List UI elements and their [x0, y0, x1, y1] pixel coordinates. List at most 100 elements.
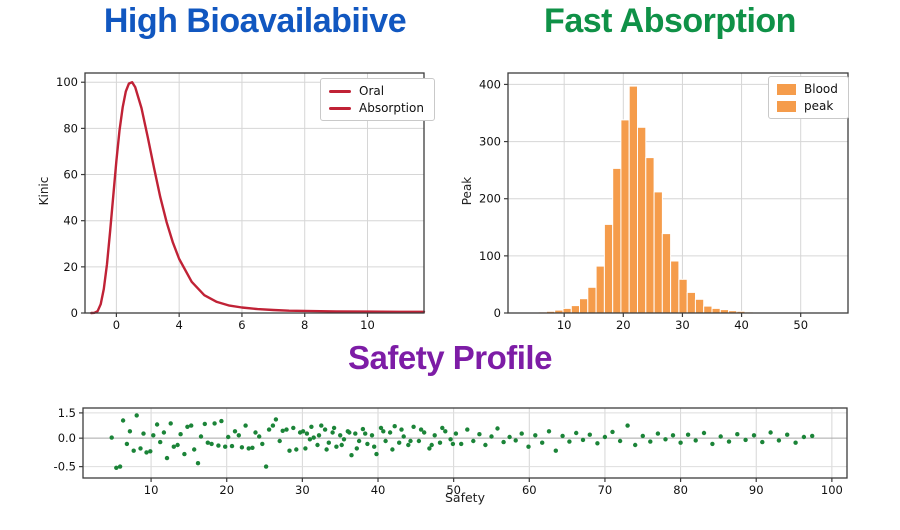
- scatter-point: [109, 435, 114, 440]
- scatter-point: [519, 431, 524, 436]
- tick-label-y: 40: [63, 214, 78, 228]
- scatter-point: [266, 427, 272, 432]
- scatter-point: [448, 437, 453, 442]
- scatter-point: [471, 438, 476, 444]
- scatter-point: [175, 442, 180, 448]
- scatter-point: [202, 421, 207, 427]
- scatter-point: [309, 424, 314, 429]
- scatter-point: [374, 451, 379, 457]
- scatter-point: [158, 439, 163, 445]
- scatter-point: [735, 432, 740, 437]
- scatter-point: [287, 448, 292, 453]
- tick-label-x: 60: [522, 483, 537, 497]
- scatter-point: [625, 423, 630, 428]
- scatter-point: [540, 440, 545, 445]
- histogram-bar: [579, 298, 589, 314]
- histogram-bar: [570, 305, 581, 314]
- tick-label-y: 400: [479, 77, 501, 91]
- scatter-point: [120, 418, 126, 423]
- scatter-point: [148, 449, 153, 454]
- scatter-point: [501, 439, 506, 445]
- scatter-point: [138, 446, 143, 451]
- scatter-point: [793, 440, 798, 445]
- scatter-point: [411, 424, 416, 429]
- tick-label-y: -0.5: [54, 460, 76, 474]
- y-axis-label-peak: Peak: [460, 176, 474, 206]
- scatter-point: [760, 439, 765, 445]
- scatter-point: [223, 444, 228, 449]
- histogram-bar: [603, 223, 614, 314]
- scatter-point: [219, 418, 224, 424]
- scatter-point: [372, 444, 377, 449]
- scatter-point: [114, 465, 119, 470]
- scatter-point: [124, 441, 130, 447]
- scatter-point: [567, 439, 572, 444]
- scatter-point: [587, 432, 592, 437]
- scatter-point: [212, 421, 217, 426]
- scatter-point: [365, 441, 370, 447]
- scatter-point: [294, 447, 299, 452]
- scatter-point: [437, 440, 443, 445]
- tick-label-y: 0: [71, 306, 78, 320]
- tick-label-y: 100: [479, 249, 501, 263]
- chart-title-bioavailability: High Bioavailabiive: [103, 2, 407, 40]
- histogram-bar: [587, 286, 597, 314]
- scatter-point: [319, 423, 324, 428]
- tick-label-y: 0: [494, 306, 501, 320]
- scatter-point: [144, 450, 149, 455]
- histogram-bar: [678, 278, 688, 314]
- scatter-point: [161, 430, 167, 435]
- y-axis-label-kinic: Kinic: [37, 176, 51, 206]
- tick-label-y: 1.5: [58, 406, 76, 420]
- scatter-point: [602, 434, 608, 440]
- scatter-point: [178, 432, 183, 437]
- tick-label-y: 80: [63, 121, 78, 135]
- scatter-point: [189, 423, 194, 428]
- scatter-point: [369, 433, 375, 438]
- scatter-point: [246, 446, 251, 451]
- scatter-point: [422, 430, 427, 435]
- scatter-point: [127, 429, 133, 434]
- histogram-bar: [711, 307, 721, 314]
- scatter-point: [349, 453, 354, 458]
- scatter-point: [315, 442, 320, 448]
- histogram-bar: [612, 167, 622, 314]
- scatter-point: [182, 451, 187, 457]
- histogram-bar: [661, 233, 672, 314]
- legend-label: Absorption: [359, 101, 424, 115]
- scatter-point: [693, 438, 698, 443]
- scatter-point: [648, 439, 653, 444]
- tick-label-x: 10: [557, 318, 572, 332]
- concentration-curve: [90, 81, 426, 315]
- scatter-point: [406, 442, 411, 448]
- scatter-point: [250, 445, 255, 450]
- scatter-point: [678, 440, 683, 445]
- scatter-point: [253, 430, 258, 435]
- scatter-point: [453, 431, 459, 436]
- scatter-point: [477, 432, 482, 437]
- scatter-point: [785, 432, 790, 437]
- scatter-point: [330, 430, 335, 435]
- scatter-point: [307, 437, 313, 442]
- scatter-point: [655, 431, 661, 436]
- absorption-canvas: 10 20 30 40 50 0 100 200 300 400: [479, 72, 849, 332]
- scatter-point: [401, 434, 406, 439]
- histogram-bar: [703, 305, 713, 314]
- scatter-point: [726, 439, 732, 444]
- scatter-point: [495, 426, 500, 431]
- scatter-point: [280, 428, 285, 433]
- legend-absorption: Blood peak: [768, 76, 849, 119]
- scatter-point: [117, 464, 123, 469]
- tick-label-x: 8: [301, 318, 308, 332]
- scatter-point: [360, 426, 366, 432]
- scatter-point: [226, 434, 231, 440]
- scatter-point: [553, 448, 558, 453]
- scatter-point: [743, 437, 748, 443]
- scatter-point: [205, 440, 210, 445]
- scatter-point: [141, 431, 146, 436]
- scatter-point: [338, 433, 343, 438]
- scatter-point: [768, 430, 773, 435]
- scatter-point: [387, 430, 393, 435]
- histogram-bar: [637, 126, 647, 314]
